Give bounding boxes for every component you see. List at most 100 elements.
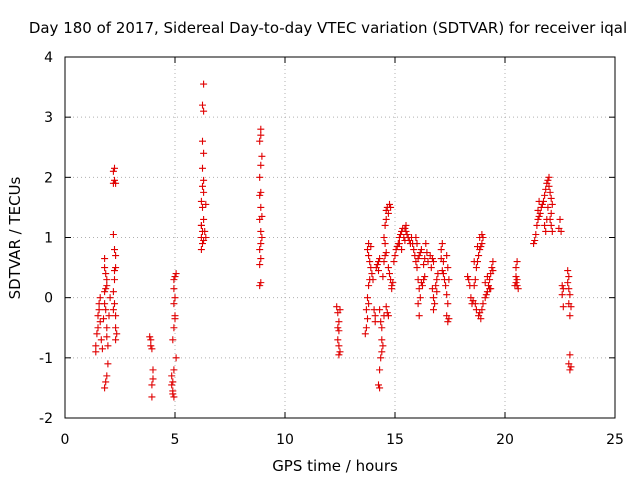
y-tick-label: 3: [44, 110, 53, 126]
data-point: [366, 258, 374, 266]
y-axis-label: SDTVAR / TECUs: [6, 176, 24, 299]
data-point: [197, 197, 205, 205]
data-point: [421, 273, 429, 281]
data-point: [378, 348, 386, 356]
data-point: [256, 191, 264, 199]
data-point: [415, 252, 423, 260]
data-point: [420, 261, 428, 269]
data-point: [547, 194, 555, 202]
data-point: [170, 324, 178, 332]
data-point: [433, 276, 441, 284]
y-tick-label: 2: [44, 170, 53, 186]
data-point: [382, 249, 390, 257]
data-point: [109, 230, 117, 238]
data-point: [474, 243, 481, 251]
data-point: [112, 252, 120, 260]
data-point: [102, 306, 110, 314]
data-point: [102, 285, 110, 293]
data-point: [478, 240, 486, 248]
data-point: [111, 300, 118, 308]
data-point: [544, 176, 552, 184]
data-point: [410, 246, 418, 254]
data-point: [445, 276, 453, 284]
data-point: [555, 224, 563, 232]
data-point: [257, 255, 265, 263]
data-point: [567, 303, 575, 311]
data-point: [256, 282, 264, 290]
data-point: [200, 176, 208, 184]
data-point: [541, 191, 549, 199]
data-point: [170, 300, 178, 308]
data-point: [376, 255, 384, 263]
data-point: [371, 312, 379, 320]
data-point: [94, 312, 102, 320]
data-point: [95, 306, 103, 314]
data-point: [111, 267, 118, 275]
data-point: [94, 324, 102, 332]
data-point: [102, 378, 110, 386]
data-point: [564, 267, 572, 275]
data-point: [530, 240, 538, 248]
grid-lines: [65, 57, 615, 418]
data-point: [147, 336, 155, 344]
data-point: [375, 267, 382, 275]
data-point: [364, 315, 371, 323]
data-point: [376, 366, 384, 374]
data-point: [200, 215, 208, 223]
data-point: [368, 270, 376, 278]
data-point: [542, 185, 550, 193]
data-point: [257, 279, 265, 287]
data-point: [361, 330, 369, 338]
data-point: [415, 285, 423, 293]
data-point: [430, 258, 437, 266]
data-point: [379, 273, 387, 281]
data-point: [476, 234, 484, 241]
data-point: [489, 258, 497, 266]
data-point: [98, 345, 106, 353]
data-point: [199, 164, 206, 172]
data-point: [149, 375, 157, 383]
data-point: [383, 309, 391, 317]
data-point: [257, 227, 265, 235]
data-point: [365, 282, 373, 290]
data-point: [200, 188, 208, 196]
data-point: [415, 312, 423, 320]
data-point: [445, 315, 453, 323]
data-point: [257, 125, 265, 133]
data-point: [398, 246, 406, 254]
data-point: [199, 101, 206, 109]
data-point: [543, 215, 551, 223]
data-point: [364, 294, 371, 302]
data-point: [171, 273, 179, 281]
data-point: [376, 384, 384, 392]
data-point: [362, 306, 370, 314]
data-point: [488, 264, 496, 272]
data-point: [420, 276, 428, 284]
x-tick-label: 0: [61, 432, 70, 448]
data-point: [336, 306, 344, 314]
data-point: [199, 182, 206, 190]
data-point: [403, 230, 411, 238]
data-point: [96, 294, 104, 302]
data-point: [483, 273, 491, 281]
data-point: [256, 261, 264, 269]
data-point: [438, 240, 446, 248]
data-point: [100, 315, 107, 323]
data-point: [545, 182, 553, 190]
data-point: [381, 240, 389, 248]
data-point: [172, 354, 180, 362]
data-point: [382, 303, 390, 311]
data-point: [335, 342, 343, 350]
y-tick-label: -2: [39, 411, 53, 427]
data-point: [417, 246, 425, 254]
data-point: [199, 203, 206, 211]
data-point: [103, 333, 111, 341]
data-point: [378, 336, 386, 344]
data-point: [106, 294, 114, 302]
data-point: [531, 237, 539, 245]
data-point: [111, 176, 118, 184]
data-point: [335, 351, 343, 359]
data-point: [168, 372, 176, 380]
data-point: [379, 342, 387, 350]
data-point: [103, 324, 111, 332]
